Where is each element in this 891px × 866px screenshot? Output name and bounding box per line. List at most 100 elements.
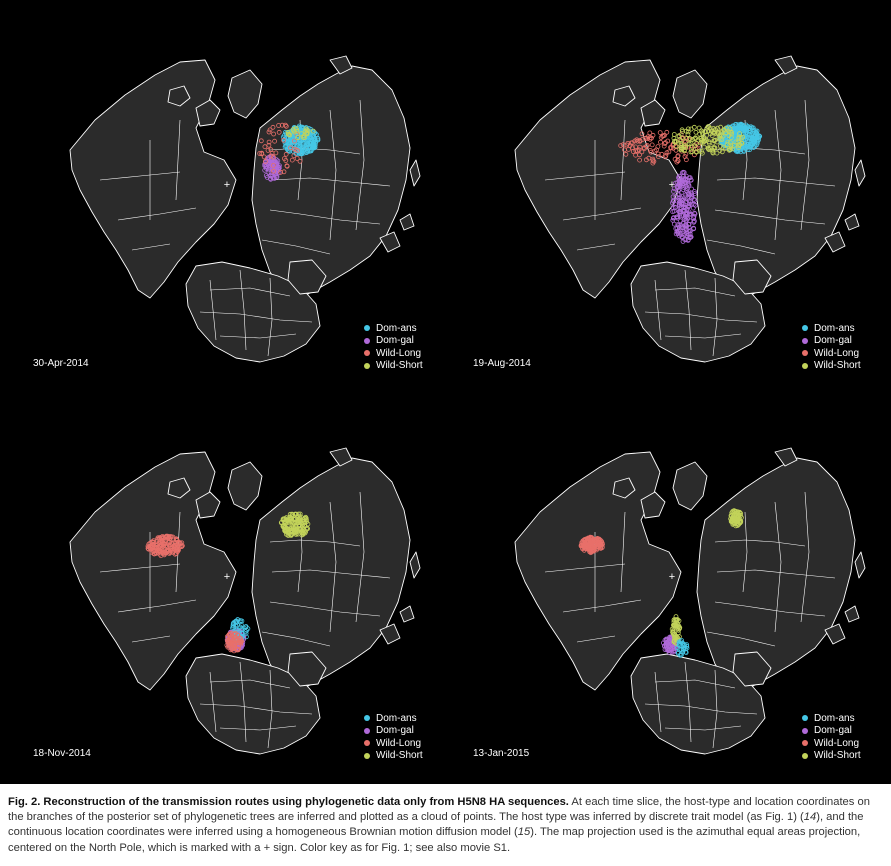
cloud-point-wild-long	[666, 149, 672, 155]
cloud-point-wild-short	[303, 515, 309, 521]
cloud-point-wild-long	[283, 151, 289, 157]
land-mass	[379, 623, 401, 645]
cloud-point-dom-ans	[729, 137, 735, 143]
legend-label: Dom-ans	[376, 712, 417, 724]
cloud-point-wild-short	[733, 510, 739, 516]
land-masses	[69, 447, 421, 755]
land-mass	[514, 451, 682, 691]
legend-swatch	[802, 362, 808, 369]
cloud-point-dom-gal	[671, 186, 677, 192]
legend: Dom-ans Dom-gal Wild-Long Wild-Short	[802, 712, 861, 762]
country-border	[239, 661, 247, 743]
cloud-point-wild-short	[686, 141, 692, 147]
caption-title: Fig. 2. Reconstruction of the transmissi…	[8, 796, 569, 808]
cloud-point-wild-long	[262, 158, 268, 164]
cloud-point-wild-long	[288, 145, 293, 151]
land-masses	[514, 447, 866, 755]
cloud-point-dom-ans	[315, 137, 321, 143]
land-mass	[514, 59, 682, 299]
cloud-point-wild-long	[633, 148, 639, 154]
cloud-point-dom-ans	[234, 620, 240, 625]
cloud-point-wild-short	[299, 521, 305, 527]
legend-item-wild-long: Wild-Long	[802, 737, 861, 750]
cloud-point-wild-short	[670, 629, 676, 635]
cloud-point-dom-gal	[671, 649, 677, 655]
land-mass	[696, 457, 856, 693]
cloud-point-dom-gal	[676, 178, 682, 184]
country-border	[716, 569, 836, 579]
cloud-point-wild-long	[169, 544, 175, 550]
cloud-point-wild-long	[658, 139, 663, 145]
cloud-point-wild-short	[701, 144, 707, 150]
cloud-point-wild-long	[635, 148, 640, 154]
cloud-point-wild-short	[707, 126, 713, 131]
cloud-point-wild-short	[736, 145, 742, 151]
cloud-point-dom-ans	[740, 131, 746, 137]
cloud-point-wild-long	[293, 147, 299, 153]
cloud-point-wild-short	[723, 130, 729, 136]
country-border	[261, 239, 331, 255]
cloud-point-dom-ans	[245, 626, 251, 632]
legend-swatch	[802, 350, 808, 357]
cloud-point-dom-gal	[683, 237, 689, 243]
cloud-point-wild-long	[581, 544, 587, 550]
country-border	[576, 243, 616, 251]
cloud-point-dom-gal	[664, 637, 670, 643]
cloud-point-wild-long	[637, 138, 643, 143]
cloud-point-wild-long	[588, 538, 594, 544]
cloud-point-wild-long	[257, 151, 263, 156]
cloud-point-wild-long	[593, 540, 599, 546]
legend-label: Dom-ans	[376, 322, 417, 334]
cloud-point-wild-short	[717, 133, 723, 139]
legend-label: Dom-gal	[814, 725, 852, 737]
cloud-point-wild-short	[281, 522, 287, 528]
cloud-point-wild-short	[719, 149, 725, 155]
country-border	[269, 209, 381, 225]
cloud-point-wild-long	[650, 160, 656, 166]
country-border	[706, 631, 776, 647]
cloud-point-wild-short	[696, 125, 702, 131]
cloud-point-wild-long	[157, 548, 163, 554]
cloud-point-wild-long	[265, 147, 271, 153]
legend-item-dom-gal: Dom-gal	[802, 725, 861, 738]
country-border	[99, 563, 181, 573]
cloud-point-wild-long	[661, 143, 667, 149]
cloud-point-wild-long	[281, 169, 287, 175]
cloud-point-wild-long	[668, 145, 674, 151]
country-border	[99, 171, 181, 181]
caption-text: ), and the continuous location coordinat…	[8, 811, 864, 839]
cloud-point-dom-ans	[239, 626, 244, 632]
cloud-point-dom-ans	[243, 634, 249, 640]
cloud-point-wild-long	[270, 162, 276, 168]
cloud-point-wild-short	[299, 528, 305, 534]
cloud-point-dom-gal	[664, 642, 669, 648]
cloud-point-wild-long	[688, 146, 694, 152]
cloud-point-wild-long	[149, 549, 155, 555]
cloud-point-wild-long	[655, 144, 661, 150]
cloud-point-wild-long	[578, 543, 584, 549]
cloud-point-wild-long	[229, 630, 235, 636]
cloud-point-wild-long	[639, 149, 645, 155]
country-border	[131, 635, 171, 643]
country-border	[654, 287, 736, 297]
cloud-point-wild-long	[590, 538, 596, 544]
cloud-point-dom-gal	[670, 215, 676, 221]
legend-item-dom-ans: Dom-ans	[364, 712, 423, 725]
point-clouds	[618, 121, 763, 244]
cloud-point-dom-gal	[672, 205, 678, 211]
country-border	[239, 269, 247, 351]
map-panel-3: + 18-Nov-2014 Dom-ans Dom-gal Wild-Long …	[0, 392, 445, 784]
legend-label: Dom-gal	[814, 335, 852, 347]
country-border	[355, 99, 365, 231]
country-border	[742, 511, 748, 593]
cloud-point-wild-long	[161, 552, 167, 558]
cloud-point-dom-gal	[686, 203, 692, 209]
north-pole-marker: +	[224, 179, 230, 191]
country-border	[620, 511, 626, 593]
cloud-point-wild-short	[290, 126, 296, 132]
cloud-point-wild-short	[698, 148, 704, 154]
north-pole-marker: +	[669, 179, 675, 191]
cloud-point-wild-short	[734, 513, 739, 519]
cloud-point-wild-short	[730, 519, 736, 525]
